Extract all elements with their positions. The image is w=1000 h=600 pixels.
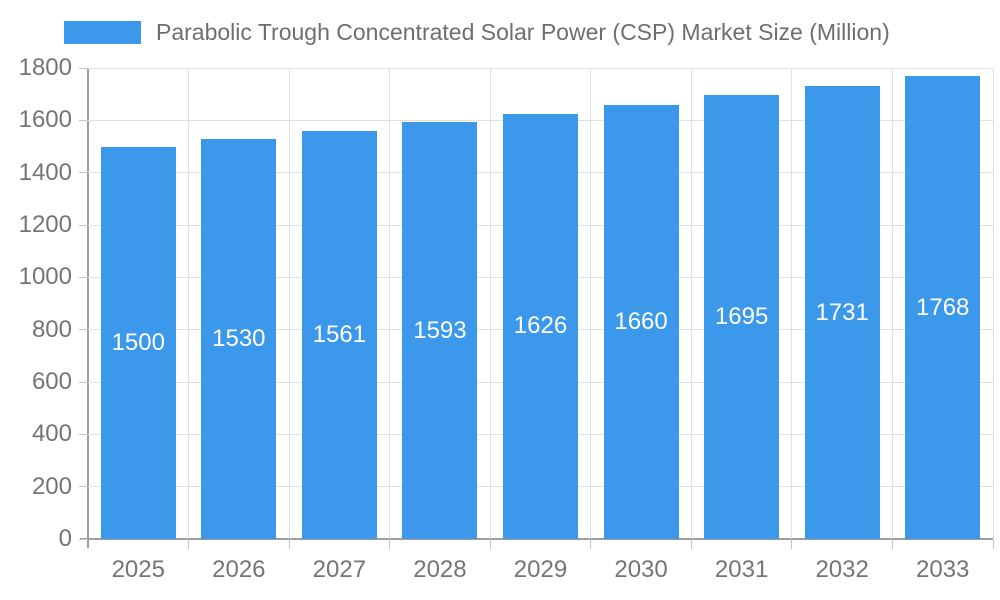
- x-axis-line: [80, 538, 993, 540]
- y-axis-tick-label: 1800: [18, 54, 72, 81]
- y-axis-tick-label: 1400: [18, 158, 72, 186]
- gridline-vertical: [590, 68, 592, 539]
- bar-2026[interactable]: 1530: [201, 138, 277, 539]
- gridline-vertical: [791, 68, 793, 539]
- x-axis-tick: [690, 540, 692, 549]
- y-axis-tick-label: 0: [58, 525, 72, 552]
- y-axis-tick-label: 800: [31, 315, 72, 343]
- bar-value-label: 1593: [413, 316, 467, 344]
- x-axis-tick: [590, 540, 592, 549]
- y-axis-tick-label: 400: [31, 420, 72, 448]
- x-axis-tick-label: 2029: [513, 556, 568, 583]
- x-axis-tick-label: 2031: [714, 556, 769, 583]
- gridline-vertical: [188, 68, 190, 539]
- y-axis-tick: [79, 433, 88, 435]
- x-axis-tick-label: 2025: [111, 556, 165, 583]
- x-axis-tick-label: 2030: [614, 556, 668, 583]
- gridline-vertical: [389, 68, 391, 539]
- y-axis-tick: [79, 276, 88, 278]
- y-axis-tick: [79, 381, 88, 383]
- x-axis-tick: [489, 540, 491, 549]
- y-axis-tick: [79, 67, 88, 69]
- bar-2028[interactable]: 1593: [402, 122, 478, 539]
- bar-value-label: 1500: [111, 328, 165, 356]
- y-axis-tick: [79, 486, 88, 488]
- x-axis-tick: [288, 540, 290, 549]
- bar-value-label: 1561: [312, 320, 367, 348]
- y-axis-tick: [79, 172, 88, 174]
- x-axis-tick-label: 2027: [312, 556, 367, 583]
- y-axis-tick-label: 200: [31, 472, 72, 500]
- bar-value-label: 1626: [513, 312, 568, 340]
- bar-2033[interactable]: 1768: [905, 76, 981, 539]
- y-axis-tick-label: 600: [31, 368, 72, 395]
- x-axis-tick: [891, 540, 893, 549]
- gridline-horizontal: [88, 67, 993, 69]
- gridline-vertical: [992, 68, 994, 539]
- x-axis-tick: [389, 540, 391, 549]
- gridline-vertical: [288, 68, 290, 539]
- bar-2027[interactable]: 1561: [301, 130, 377, 539]
- x-axis-tick: [791, 540, 793, 549]
- x-axis-tick: [992, 540, 994, 549]
- y-axis-tick-label: 1200: [18, 211, 72, 238]
- y-axis-tick-label: 1000: [18, 263, 72, 291]
- y-axis-tick: [79, 329, 88, 331]
- legend-series-label: Parabolic Trough Concentrated Solar Powe…: [156, 18, 890, 45]
- bar-2030[interactable]: 1660: [603, 104, 679, 539]
- y-axis-tick: [79, 119, 88, 121]
- legend[interactable]: Parabolic Trough Concentrated Solar Powe…: [64, 18, 890, 45]
- bar-value-label: 1660: [614, 307, 668, 335]
- bar-2025[interactable]: 1500: [100, 146, 176, 539]
- bar-2031[interactable]: 1695: [704, 95, 780, 539]
- legend-swatch: [64, 20, 141, 44]
- x-axis-tick-label: 2033: [916, 556, 970, 583]
- bar-value-label: 1695: [714, 303, 769, 331]
- bar-value-label: 1530: [212, 324, 266, 352]
- gridline-vertical: [891, 68, 893, 539]
- x-axis-tick-label: 2026: [212, 556, 266, 583]
- bar-value-label: 1731: [815, 298, 869, 326]
- bar-value-label: 1768: [916, 293, 970, 321]
- y-axis-tick: [79, 538, 88, 540]
- y-axis-tick-label: 1600: [18, 106, 72, 134]
- gridline-vertical: [489, 68, 491, 539]
- x-axis-tick-label: 2032: [815, 556, 869, 583]
- y-axis-tick: [79, 224, 88, 226]
- plot-area: 1500 1530 1561 1593 1626 1660 1695 1731 1768: [88, 67, 994, 539]
- bar-2029[interactable]: 1626: [503, 113, 578, 539]
- y-axis-line: [87, 68, 89, 548]
- bar-2032[interactable]: 1731: [804, 86, 880, 539]
- x-axis-tick-label: 2028: [413, 556, 467, 583]
- gridline-vertical: [690, 68, 692, 539]
- x-axis-tick: [188, 540, 190, 549]
